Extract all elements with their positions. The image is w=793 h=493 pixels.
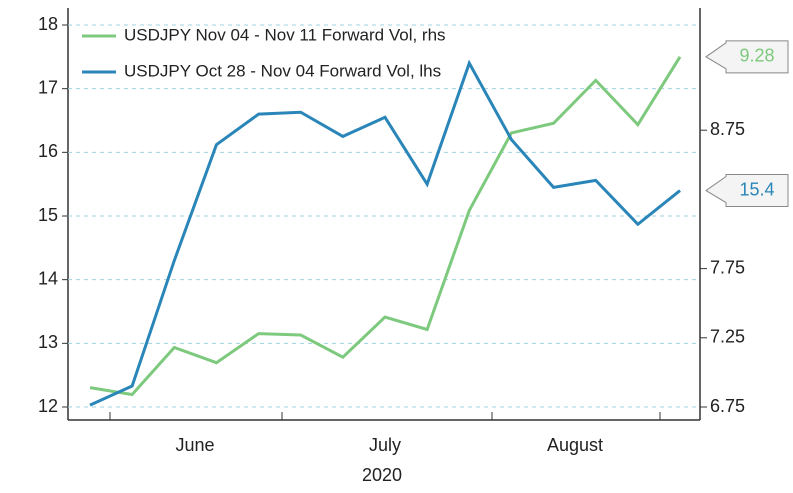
y-tick-label: 13 — [38, 332, 58, 352]
legend-label: USDJPY Nov 04 - Nov 11 Forward Vol, rhs — [124, 25, 446, 44]
x-axis-label: 2020 — [362, 465, 402, 485]
y2-tick-label: 8.75 — [710, 119, 745, 139]
y2-tick-label: 7.75 — [710, 257, 745, 277]
y-tick-label: 18 — [38, 14, 58, 34]
y2-tick-label: 7.25 — [710, 327, 745, 347]
y2-tick-label: 6.75 — [710, 396, 745, 416]
y-tick-label: 14 — [38, 268, 58, 288]
line-series — [89, 59, 681, 407]
callout-box — [705, 40, 789, 74]
y-tick-label: 16 — [38, 141, 58, 161]
callout-label: 15.4 — [739, 179, 774, 199]
y-tick-label: 17 — [38, 77, 58, 97]
month-label: August — [547, 435, 603, 455]
month-label: July — [369, 435, 401, 455]
y-tick-label: 15 — [38, 205, 58, 225]
callout-box — [705, 174, 789, 208]
line-series — [89, 56, 682, 397]
callout-label: 9.28 — [739, 46, 774, 66]
legend-label: USDJPY Oct 28 - Nov 04 Forward Vol, lhs — [124, 61, 441, 80]
y-tick-label: 12 — [38, 396, 58, 416]
month-label: June — [175, 435, 214, 455]
